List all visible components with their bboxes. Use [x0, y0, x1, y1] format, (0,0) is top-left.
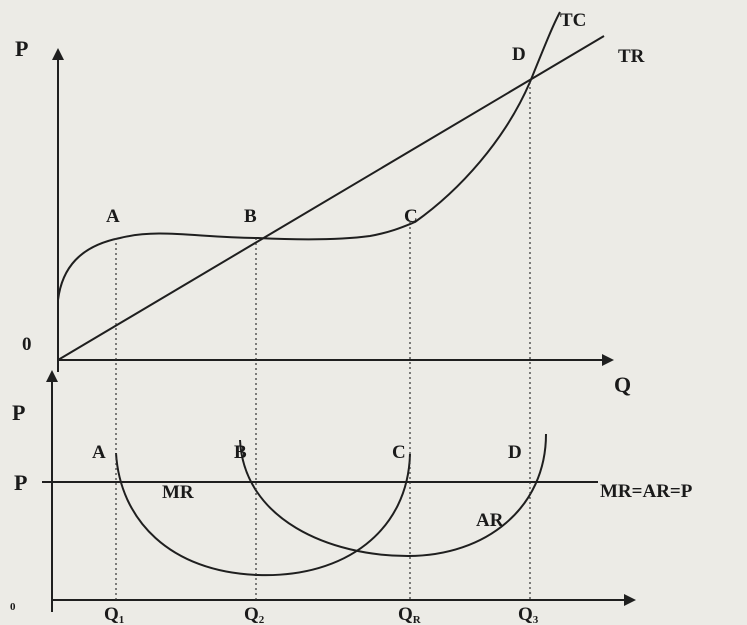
- point-c-lower: C: [392, 442, 406, 463]
- lower-origin-label: 0: [10, 601, 16, 613]
- q-labels: Q1 Q2 QR Q3: [104, 604, 539, 625]
- upper-origin-label: 0: [22, 334, 32, 355]
- point-c-upper: C: [404, 206, 418, 227]
- point-a-upper: A: [106, 206, 120, 227]
- upper-y-axis-label: P: [15, 36, 28, 61]
- tr-line: [57, 35, 605, 361]
- point-d-upper: D: [512, 44, 526, 65]
- q1-label: Q1: [104, 604, 124, 625]
- tc-label: TC: [560, 10, 586, 31]
- mr-curve: [115, 452, 411, 577]
- price-label: P: [14, 470, 27, 495]
- qr-label: QR: [398, 604, 422, 625]
- lower-y-axis-label: P: [12, 400, 25, 425]
- q3-label: Q3: [518, 604, 539, 625]
- tr-label: TR: [618, 46, 645, 67]
- mr-label: MR: [162, 482, 194, 503]
- point-d-lower: D: [508, 442, 522, 463]
- ar-label: AR: [476, 510, 504, 531]
- upper-x-axis-label: Q: [614, 372, 631, 397]
- tc-curve: [57, 11, 561, 301]
- point-a-lower: A: [92, 442, 106, 463]
- upper-panel: [52, 11, 614, 372]
- dotted-guides: [115, 82, 531, 600]
- point-b-lower: B: [234, 442, 247, 463]
- point-b-upper: B: [244, 206, 257, 227]
- q2-label: Q2: [244, 604, 265, 625]
- mr-ar-p-label: MR=AR=P: [600, 481, 693, 502]
- ar-curve: [239, 433, 547, 558]
- lower-panel: [42, 370, 636, 612]
